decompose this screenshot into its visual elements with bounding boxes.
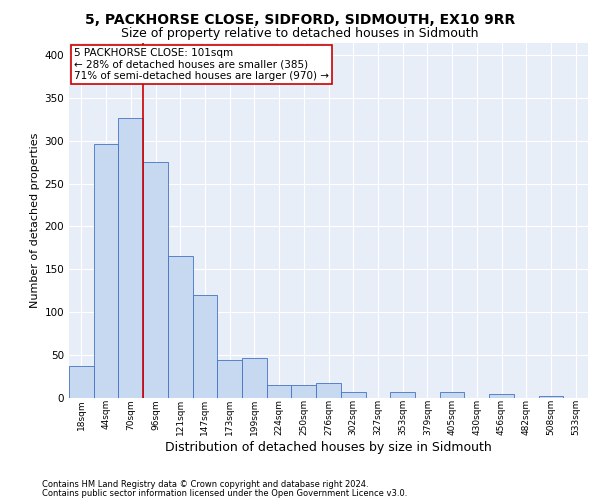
Text: Contains public sector information licensed under the Open Government Licence v3: Contains public sector information licen… <box>42 488 407 498</box>
X-axis label: Distribution of detached houses by size in Sidmouth: Distribution of detached houses by size … <box>165 441 492 454</box>
Bar <box>242 358 267 398</box>
Bar <box>69 366 94 398</box>
Bar <box>193 295 217 398</box>
Bar <box>118 118 143 398</box>
Text: 5 PACKHORSE CLOSE: 101sqm
← 28% of detached houses are smaller (385)
71% of semi: 5 PACKHORSE CLOSE: 101sqm ← 28% of detac… <box>74 48 329 81</box>
Bar <box>168 256 193 398</box>
Bar <box>489 394 514 398</box>
Text: Size of property relative to detached houses in Sidmouth: Size of property relative to detached ho… <box>121 28 479 40</box>
Bar <box>440 392 464 398</box>
Bar <box>316 383 341 398</box>
Bar <box>143 162 168 398</box>
Text: 5, PACKHORSE CLOSE, SIDFORD, SIDMOUTH, EX10 9RR: 5, PACKHORSE CLOSE, SIDFORD, SIDMOUTH, E… <box>85 12 515 26</box>
Bar <box>292 384 316 398</box>
Bar <box>539 396 563 398</box>
Bar <box>390 392 415 398</box>
Y-axis label: Number of detached properties: Number of detached properties <box>30 132 40 308</box>
Bar <box>217 360 242 398</box>
Bar <box>341 392 365 398</box>
Bar <box>267 384 292 398</box>
Bar <box>94 144 118 398</box>
Text: Contains HM Land Registry data © Crown copyright and database right 2024.: Contains HM Land Registry data © Crown c… <box>42 480 368 489</box>
